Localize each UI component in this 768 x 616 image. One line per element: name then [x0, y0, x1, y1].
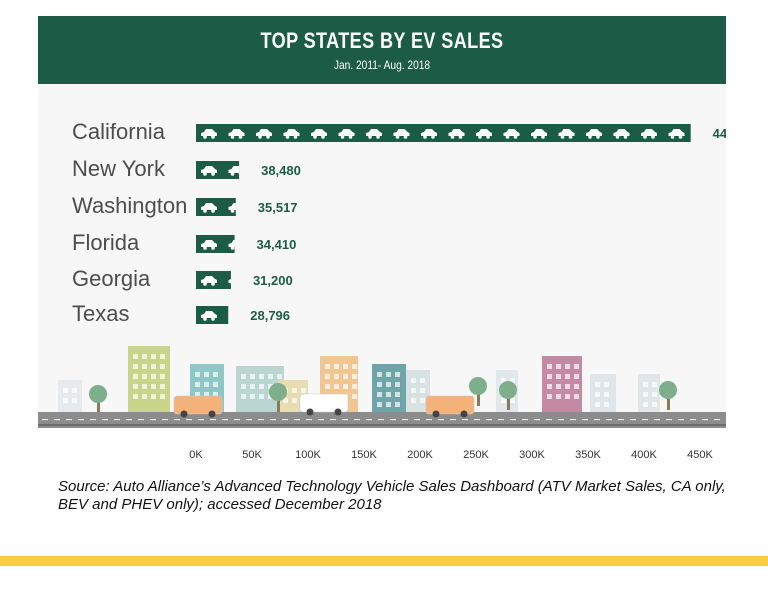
chart-subtitle: Jan. 2011- Aug. 2018	[333, 58, 431, 72]
chart-panel: California 441,679 New York 38,480 Washingto…	[38, 84, 726, 461]
car-icon	[201, 129, 685, 139]
x-tick-label: 450K	[687, 449, 713, 461]
x-tick-label: 250K	[463, 449, 489, 461]
bar	[196, 161, 240, 179]
category-label: Georgia	[72, 266, 151, 291]
category-label: Texas	[72, 301, 129, 326]
category-label: California	[72, 119, 166, 144]
x-tick-label: 150K	[351, 449, 377, 461]
category-label: New York	[72, 156, 166, 181]
chart-title: TOP STATES BY EV SALES	[260, 28, 504, 53]
bar	[196, 124, 691, 142]
accent-bar	[0, 556, 768, 566]
value-label: 31,200	[253, 273, 293, 288]
bars-group: California 441,679 New York 38,480 Washingto…	[72, 119, 726, 326]
x-tick-label: 400K	[631, 449, 657, 461]
x-tick-label: 300K	[519, 449, 545, 461]
chart-header: TOP STATES BY EV SALES Jan. 2011- Aug. 2…	[38, 16, 726, 84]
x-tick-label: 350K	[575, 449, 601, 461]
value-label: 35,517	[258, 200, 298, 215]
category-label: Washington	[72, 193, 187, 218]
x-tick-label: 50K	[242, 449, 262, 461]
car-icon	[201, 166, 240, 176]
car-icon	[201, 240, 235, 250]
source-note: Source: Auto Alliance’s Advanced Technol…	[58, 478, 726, 513]
category-label: Florida	[72, 230, 140, 255]
car-icon	[201, 311, 217, 321]
bar-chart: California 441,679 New York 38,480 Washingto…	[38, 119, 726, 461]
value-label: 34,410	[257, 237, 297, 252]
value-label: 441,679	[713, 126, 726, 141]
value-label: 38,480	[261, 163, 301, 178]
x-tick-label: 200K	[407, 449, 433, 461]
x-tick-label: 100K	[295, 449, 321, 461]
city-scene	[38, 346, 726, 428]
car-icon	[201, 276, 231, 286]
x-tick-label: 0K	[189, 449, 203, 461]
x-axis: 0K 50K 100K 150K 200K 250K 300K 350K 400K 450K	[189, 449, 713, 461]
value-label: 28,796	[250, 308, 290, 323]
car-icon	[201, 203, 236, 213]
